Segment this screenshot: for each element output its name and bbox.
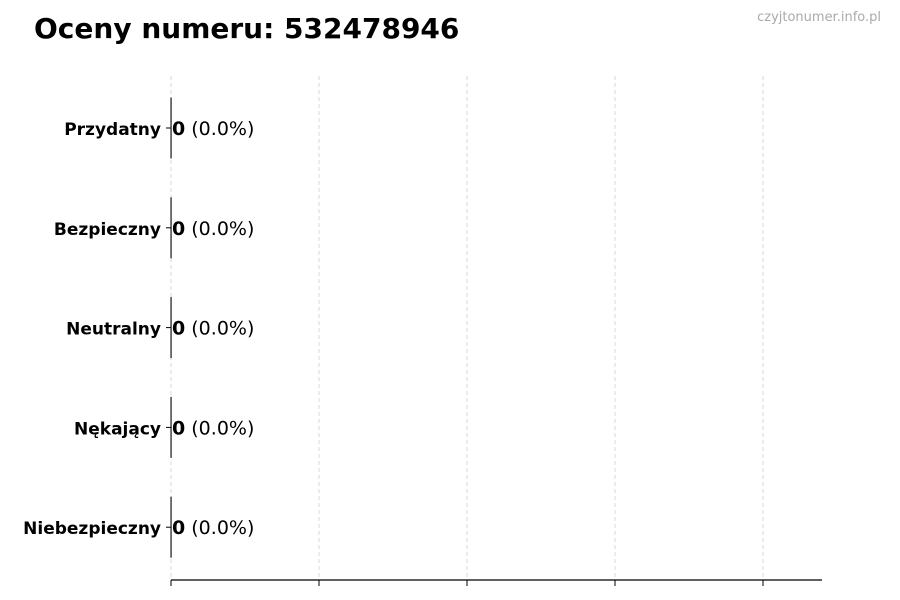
y-tick-label: Bezpieczny — [54, 220, 161, 240]
data-label: 0 (0.0%) — [172, 517, 254, 539]
data-label-count: 0 — [172, 417, 185, 439]
data-label-percent: (0.0%) — [185, 118, 254, 140]
y-tick-label: Przydatny — [64, 120, 161, 140]
data-label-percent: (0.0%) — [185, 417, 254, 439]
data-label-percent: (0.0%) — [185, 218, 254, 240]
data-label-count: 0 — [172, 218, 185, 240]
data-label: 0 (0.0%) — [172, 118, 254, 140]
data-label-count: 0 — [172, 517, 185, 539]
chart-title: Oceny numeru: 532478946 — [34, 12, 460, 45]
y-tick-label: Niebezpieczny — [23, 519, 161, 539]
data-label-count: 0 — [172, 318, 185, 340]
data-label: 0 (0.0%) — [172, 218, 254, 240]
data-label: 0 (0.0%) — [172, 318, 254, 340]
data-label-percent: (0.0%) — [185, 517, 254, 539]
data-label: 0 (0.0%) — [172, 417, 254, 439]
y-tick-label: Neutralny — [66, 320, 161, 340]
watermark: czyjtonumer.info.pl — [757, 10, 881, 25]
data-label-count: 0 — [172, 118, 185, 140]
data-label-percent: (0.0%) — [185, 318, 254, 340]
y-tick-label: Nękający — [74, 419, 161, 439]
